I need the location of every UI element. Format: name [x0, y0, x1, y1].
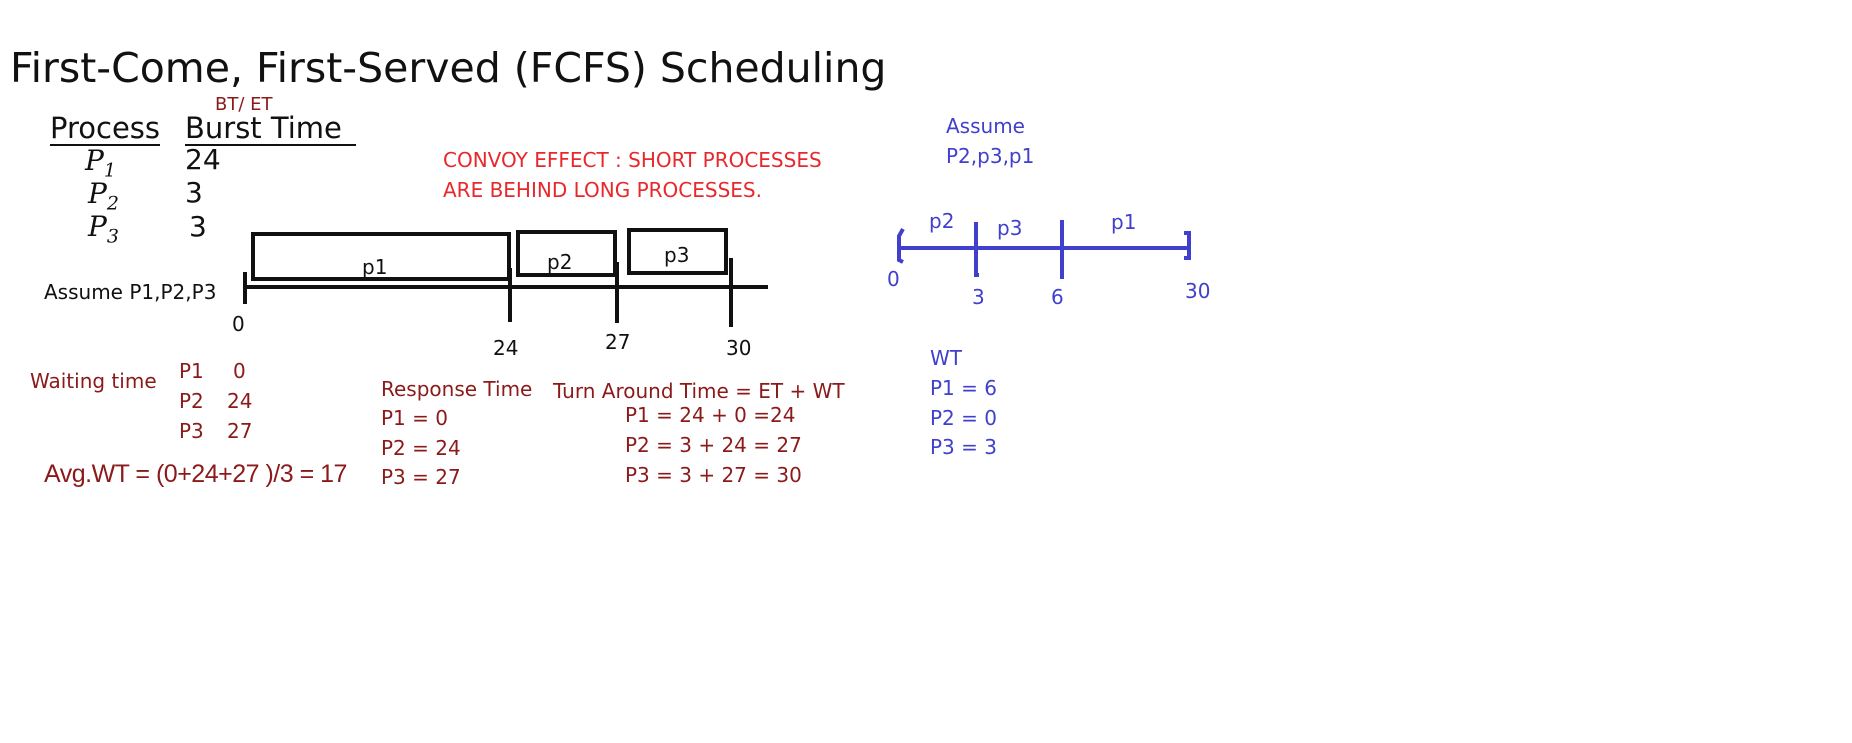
turnaround-time-title: Turn Around Time = ET + WT: [553, 379, 845, 403]
gantt2-tick-30: [1184, 231, 1191, 260]
page-title: First-Come, First-Served (FCFS) Scheduli…: [10, 44, 887, 92]
waiting-p1-value: 0: [233, 359, 246, 383]
gantt2-tick-label-30: 30: [1185, 279, 1211, 303]
gantt-chart-alt: [897, 220, 1191, 279]
gantt2-tick-3: [974, 222, 979, 277]
process-name-p1: P1: [85, 144, 116, 182]
gantt2-tick-label-0: 0: [887, 267, 900, 291]
gantt-label-p2: p2: [547, 250, 573, 274]
gantt2-label-p1: p1: [1111, 210, 1137, 234]
gantt2-tick-0: [897, 228, 905, 264]
waiting-time-label: Waiting time: [30, 369, 157, 393]
gantt-label-p3: p3: [664, 243, 690, 267]
gantt2-tick-label-3: 3: [972, 285, 985, 309]
gantt-tick-label-24: 24: [493, 336, 519, 360]
process-name-p2: P2: [88, 177, 119, 215]
gantt-assume-order: Assume P1,P2,P3: [44, 280, 217, 304]
response-time-p1: P1 = 0: [381, 406, 448, 430]
waiting-p2-name: P2: [179, 389, 204, 413]
turnaround-time-p2: P2 = 3 + 24 = 27: [625, 433, 802, 457]
burst-time-p1: 24: [185, 143, 221, 176]
bt-et-note: BT/ ET: [215, 94, 273, 115]
gantt-tick-label-30: 30: [726, 336, 752, 360]
burst-time-column-header: Burst Time: [185, 114, 356, 146]
alt-assume-line-1: Assume: [946, 114, 1025, 138]
alt-wt-p3: P3 = 3: [930, 435, 997, 459]
gantt-block-p2: [516, 230, 617, 277]
gantt2-label-p2: p2: [929, 209, 955, 233]
gantt2-label-p3: p3: [997, 216, 1023, 240]
response-time-title: Response Time: [381, 377, 533, 401]
alt-assume-line-2: P2,p3,p1: [946, 144, 1035, 168]
process-name-p3: P3: [88, 210, 119, 248]
waiting-p3-value: 27: [227, 419, 253, 443]
convoy-effect-line-1: CONVOY EFFECT : SHORT PROCESSES: [443, 148, 822, 172]
gantt2-tick-label-6: 6: [1051, 285, 1064, 309]
gantt-tick-label-27: 27: [605, 330, 631, 354]
gantt-tick-label-0: 0: [232, 312, 245, 336]
turnaround-time-p3: P3 = 3 + 27 = 30: [625, 463, 802, 487]
average-waiting-time: Avg.WT = (0+24+27 )/3 = 17: [44, 460, 347, 488]
waiting-p1-name: P1: [179, 359, 204, 383]
process-column-header: Process: [50, 111, 161, 146]
burst-time-p3: 3: [189, 210, 207, 243]
waiting-p2-value: 24: [227, 389, 253, 413]
turnaround-time-p1: P1 = 24 + 0 =24: [625, 403, 796, 427]
alt-wt-p1: P1 = 6: [930, 376, 997, 400]
convoy-effect-line-2: ARE BEHIND LONG PROCESSES.: [443, 178, 762, 202]
response-time-p2: P2 = 24: [381, 436, 461, 460]
gantt-block-p1: [251, 232, 511, 281]
gantt-label-p1: p1: [362, 255, 388, 279]
alt-wt-title: WT: [930, 346, 962, 370]
response-time-p3: P3 = 27: [381, 465, 461, 489]
alt-wt-p2: P2 = 0: [930, 406, 997, 430]
burst-time-p2: 3: [185, 176, 203, 209]
gantt-block-p3: [627, 228, 728, 275]
waiting-p3-name: P3: [179, 419, 204, 443]
